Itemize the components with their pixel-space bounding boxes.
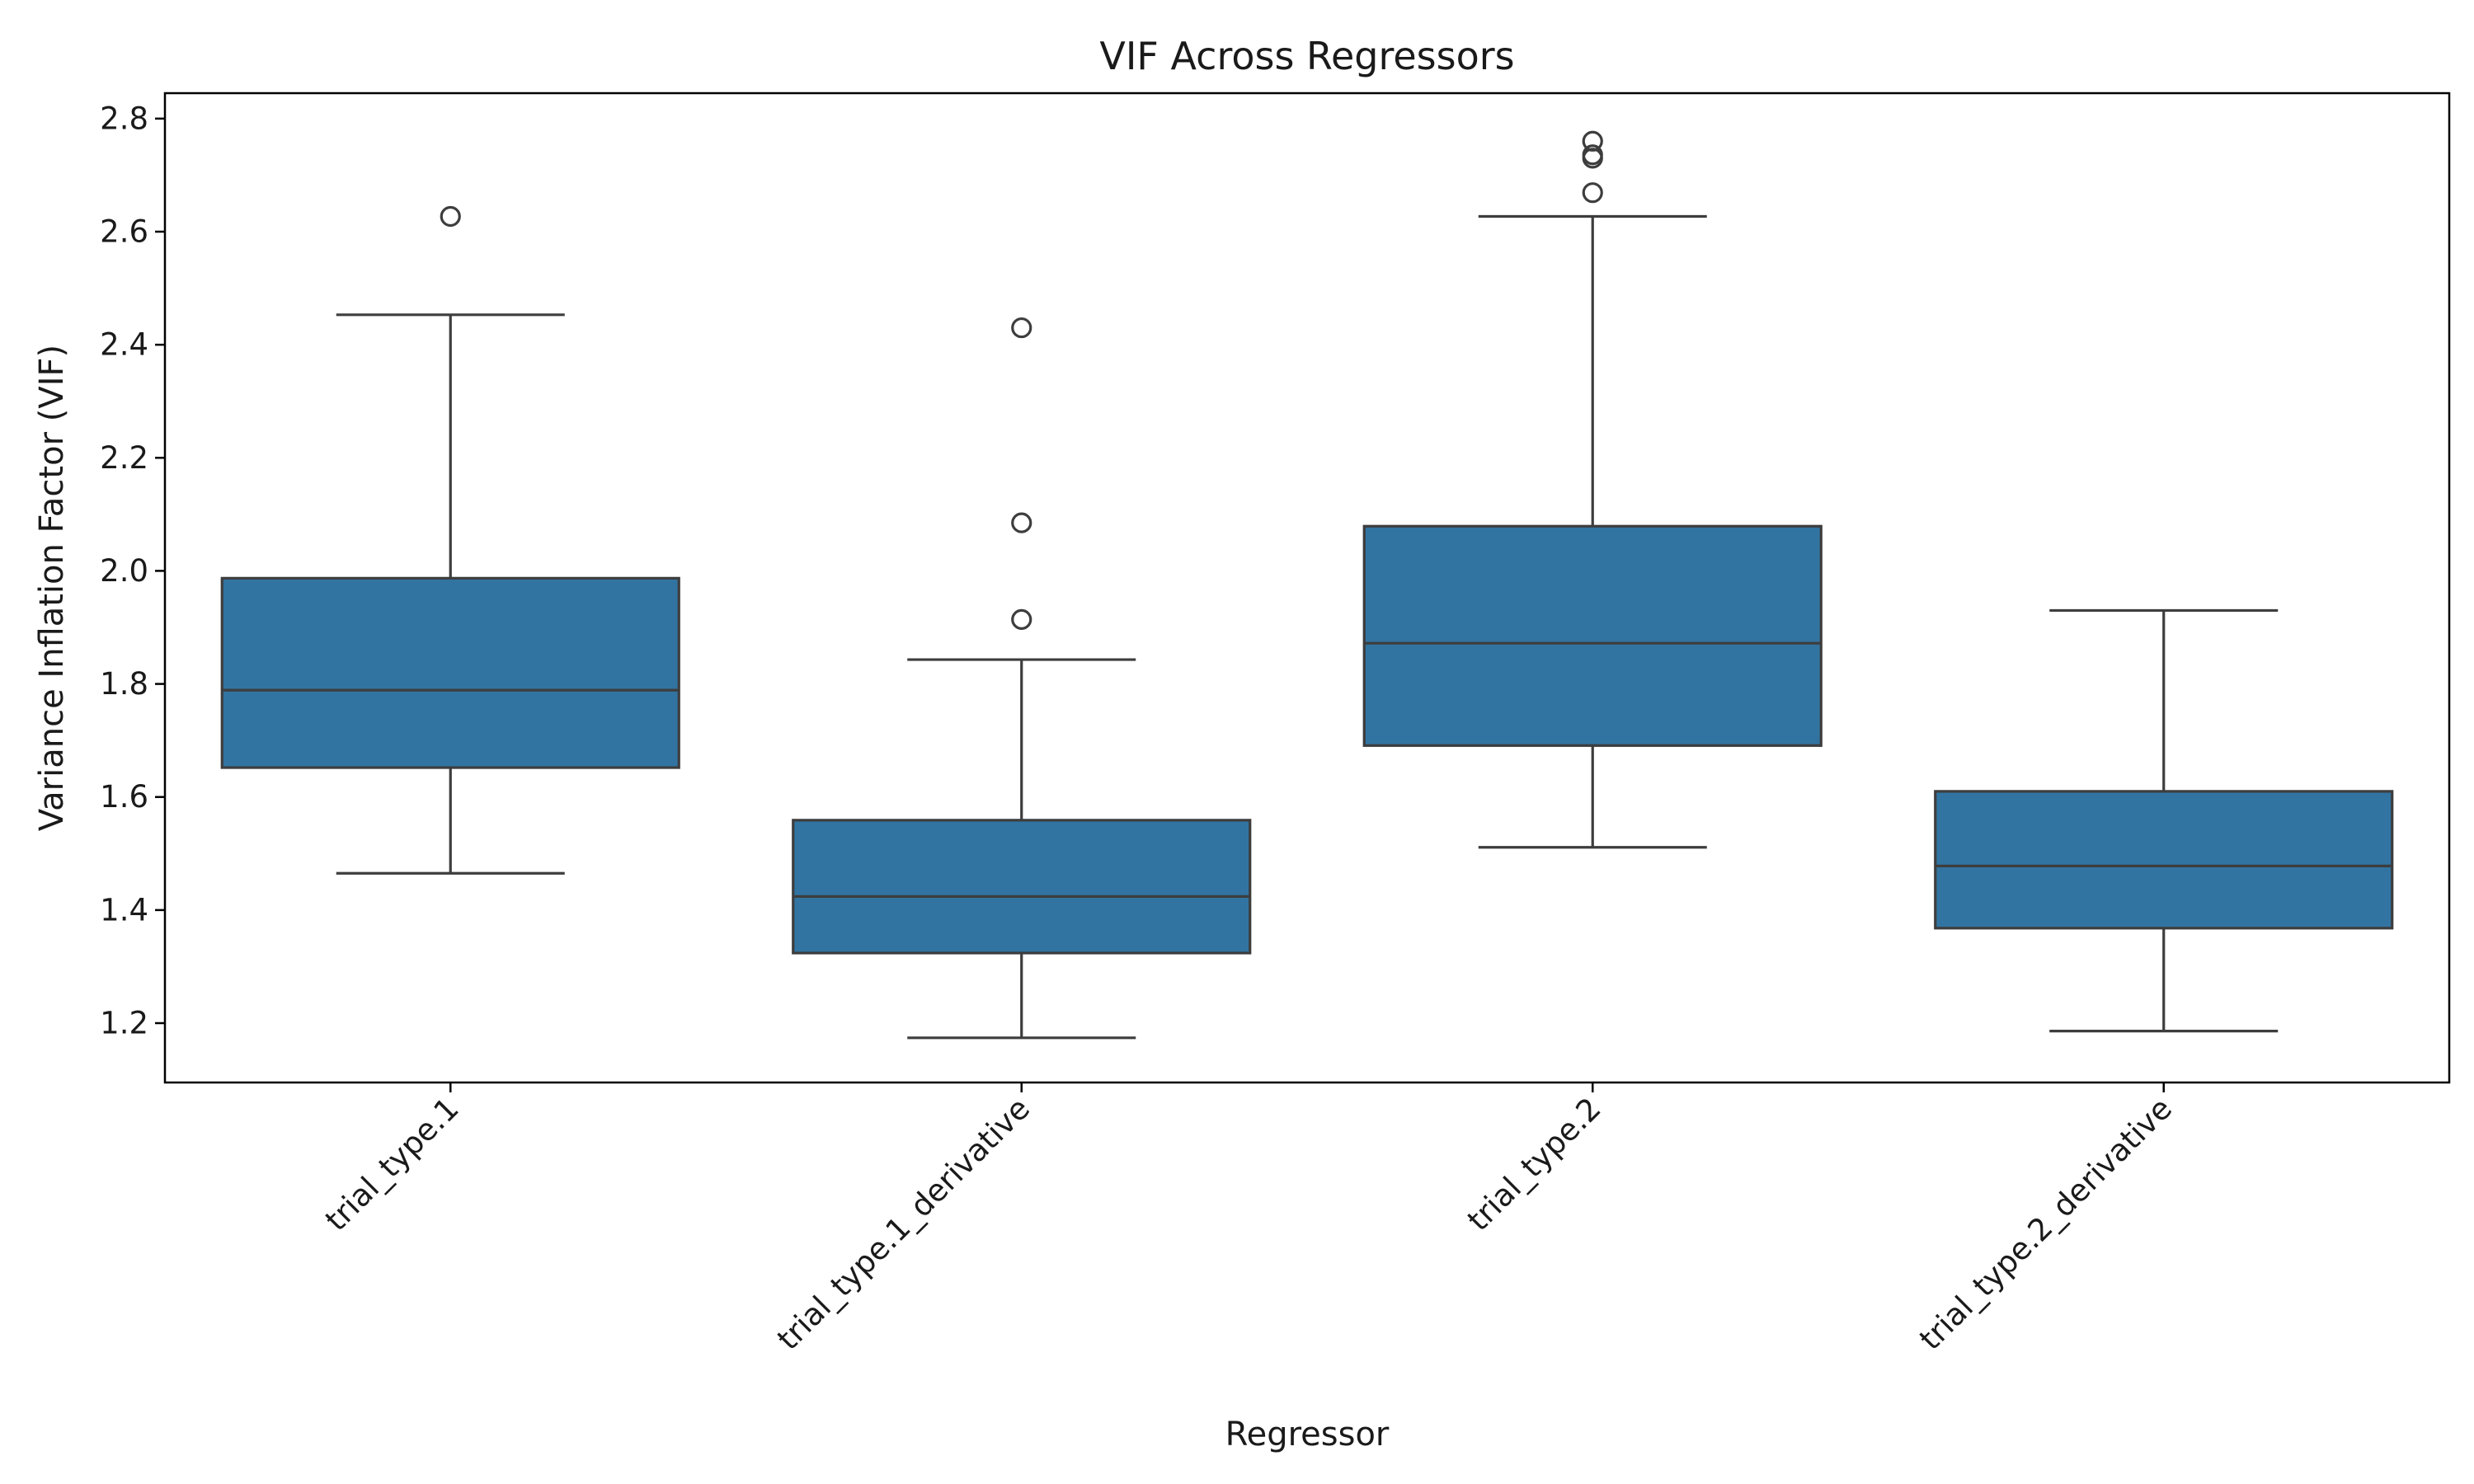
y-tick-label: 1.2: [100, 1006, 148, 1041]
box-group-3: [1362, 130, 1823, 849]
outlier-point: [1582, 182, 1603, 204]
y-tick-label: 2.2: [100, 440, 148, 476]
y-tick-label: 1.6: [100, 779, 148, 815]
y-tick-label: 1.8: [100, 666, 148, 702]
y-tick-label: 2.4: [100, 327, 148, 363]
box-group-2: [792, 317, 1252, 1040]
y-tick-label: 2.0: [100, 553, 148, 589]
outlier-point: [1011, 317, 1032, 339]
y-tick-label: 2.6: [100, 214, 148, 250]
box-iqr: [792, 819, 1252, 955]
box-group-1: [220, 205, 680, 875]
x-tick-label: trial_type.1: [318, 1091, 465, 1237]
outlier-point: [1011, 512, 1032, 533]
chart-title: VIF Across Regressors: [1099, 34, 1514, 78]
y-axis-ticks: 1.2 1.4 1.6 1.8 2.0 2.2 2.4 2.6 2.8: [100, 101, 165, 1041]
x-tick-label: trial_type.2_derivative: [1912, 1091, 2179, 1357]
plot-marks: [220, 130, 2394, 1040]
x-tick-label: trial_type.1_derivative: [770, 1091, 1037, 1357]
x-axis-ticks: trial_type.1 trial_type.1_derivative trial…: [318, 1082, 2179, 1357]
y-tick-label: 2.8: [100, 101, 148, 136]
x-tick-label: trial_type.2: [1460, 1091, 1607, 1237]
outlier-point: [1582, 130, 1603, 152]
outlier-point: [1582, 144, 1603, 166]
y-tick-label: 1.4: [100, 892, 148, 928]
outlier-point: [1011, 608, 1032, 631]
x-axis-label: Regressor: [1225, 1416, 1390, 1453]
box-iqr: [1934, 790, 2394, 930]
plot-area-frame: [163, 92, 2451, 1084]
box-group-4: [1934, 608, 2394, 1033]
outlier-point: [440, 205, 461, 228]
box-iqr: [1362, 524, 1823, 747]
box-iqr: [220, 576, 680, 769]
y-axis-label: Variance Inflation Factor (VIF): [33, 345, 71, 831]
